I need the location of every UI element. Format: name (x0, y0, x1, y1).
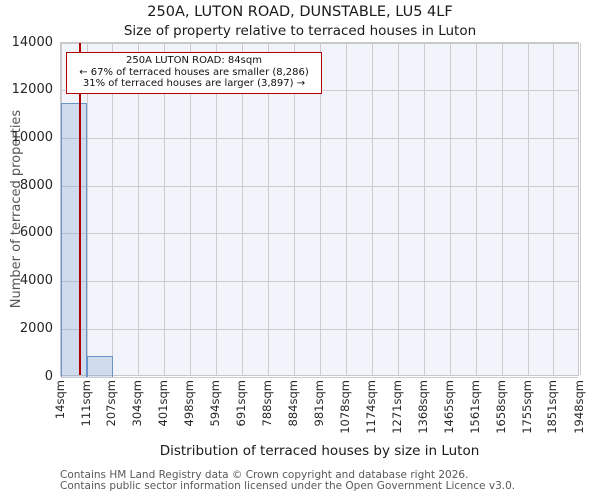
y-tick-label: 12000 (11, 82, 53, 98)
v-gridline (190, 43, 192, 375)
v-gridline (579, 43, 581, 375)
x-tick-label: 691sqm (234, 380, 249, 427)
y-tick-label: 2000 (19, 320, 53, 336)
x-tick-label: 594sqm (208, 380, 223, 427)
v-gridline (423, 43, 425, 375)
x-tick-label: 207sqm (104, 380, 119, 427)
x-tick-label: 1658sqm (493, 380, 508, 434)
x-tick-label: 1368sqm (415, 380, 430, 434)
annotation-smaller-text: ← 67% of terraced houses are smaller (8,… (79, 66, 309, 78)
h-gridline (61, 42, 578, 44)
annotation-box: 250A LUTON ROAD: 84sqm ← 67% of terraced… (66, 52, 322, 94)
x-tick-label: 14sqm (52, 380, 67, 420)
x-tick-label: 1465sqm (441, 380, 456, 434)
v-gridline (242, 43, 244, 375)
property-size-marker-line (78, 43, 81, 375)
chart-title: 250A, LUTON ROAD, DUNSTABLE, LU5 4LF (147, 4, 453, 20)
x-tick-label: 1851sqm (545, 380, 560, 434)
h-gridline (61, 376, 578, 378)
y-tick-label: 14000 (11, 34, 53, 50)
x-tick-label: 1271sqm (389, 380, 404, 434)
x-tick-label: 981sqm (312, 380, 326, 427)
h-gridline (61, 281, 578, 283)
x-tick-label: 1755sqm (519, 380, 534, 434)
v-gridline (86, 43, 88, 375)
annotation-title: 250A LUTON ROAD: 84sqm (126, 55, 262, 66)
v-gridline (112, 43, 114, 375)
x-axis-label: Distribution of terraced houses by size … (159, 443, 480, 459)
footer-attribution-line2: Contains public sector information licen… (60, 480, 516, 492)
v-gridline (164, 43, 166, 375)
v-gridline (268, 43, 270, 375)
footer-attribution-line1: Contains HM Land Registry data © Crown c… (60, 469, 469, 481)
v-gridline (293, 43, 295, 375)
v-gridline (501, 43, 503, 375)
x-tick-label: 1948sqm (571, 380, 586, 434)
v-gridline (475, 43, 477, 375)
x-tick-label: 788sqm (260, 380, 275, 427)
v-gridline (397, 43, 399, 375)
v-gridline (216, 43, 218, 375)
v-gridline (553, 43, 555, 375)
histogram-bar (87, 356, 113, 377)
x-tick-label: 1078sqm (338, 380, 353, 434)
x-tick-label: 401sqm (156, 380, 171, 427)
v-gridline (346, 43, 348, 375)
x-tick-label: 1174sqm (363, 380, 378, 434)
v-gridline (371, 43, 373, 375)
y-tick-label: 4000 (19, 273, 53, 289)
chart-subtitle: Size of property relative to terraced ho… (123, 23, 477, 39)
v-gridline (527, 43, 529, 375)
h-gridline (61, 233, 578, 235)
y-tick-label: 6000 (19, 225, 53, 241)
v-gridline (320, 43, 321, 375)
h-gridline (61, 185, 578, 187)
y-tick-label: 8000 (19, 177, 53, 193)
x-tick-label: 304sqm (130, 380, 145, 427)
x-tick-label: 884sqm (285, 380, 300, 427)
plot-area: 250A LUTON ROAD: 84sqm ← 67% of terraced… (60, 42, 581, 378)
v-gridline (449, 43, 451, 375)
y-tick-label: 0 (44, 368, 53, 384)
x-tick-label: 111sqm (78, 380, 93, 427)
histogram-bar (61, 102, 88, 377)
h-gridline (61, 328, 578, 330)
annotation-larger-text: 31% of terraced houses are larger (3,897… (82, 78, 306, 89)
x-tick-label: 498sqm (182, 380, 197, 427)
v-gridline (138, 43, 140, 375)
h-gridline (61, 137, 578, 139)
y-tick-label: 10000 (11, 129, 53, 145)
x-tick-label: 1561sqm (467, 380, 482, 434)
